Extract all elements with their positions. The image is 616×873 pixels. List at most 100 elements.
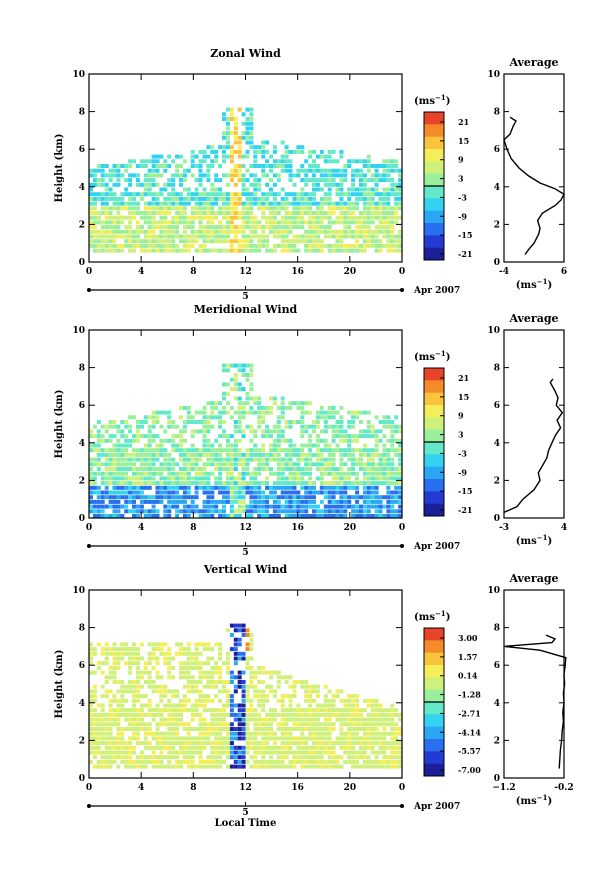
- heatmap-cells: [89, 107, 403, 253]
- colorbar-segment: [424, 714, 444, 728]
- x-tick-label: 8: [190, 523, 196, 533]
- average-x-tick: 6: [561, 267, 567, 277]
- average-y-tick: 10: [487, 326, 500, 336]
- date-marker: 5: [242, 292, 248, 302]
- y-axis-label: Height (km): [54, 134, 65, 203]
- colorbar-label: 15: [458, 136, 469, 146]
- colorbar-segment: [424, 136, 444, 150]
- x-tick-label: 20: [344, 267, 357, 277]
- colorbar-segment: [424, 112, 444, 125]
- x-tick-label: 4: [138, 523, 144, 533]
- colorbar-label: 9: [458, 155, 464, 165]
- x-tick-label: 16: [291, 267, 304, 277]
- x-tick-label: 16: [291, 783, 304, 793]
- average-profile-line: [503, 378, 564, 514]
- average-frame: [503, 329, 565, 519]
- y-tick-label: 6: [79, 661, 85, 671]
- colorbar-label: -7.00: [458, 765, 481, 775]
- x-tick-label: 20: [344, 523, 357, 533]
- colorbar-label: -3: [458, 192, 467, 202]
- colorbar-segment: [424, 235, 444, 249]
- y-axis-label: Height (km): [54, 650, 65, 719]
- y-tick-label: 4: [79, 439, 85, 449]
- average-y-tick: 10: [487, 70, 500, 80]
- average-x-tick: −1.2: [492, 783, 515, 793]
- colorbar-label: -21: [458, 249, 472, 259]
- average-y-tick: 8: [494, 624, 500, 634]
- colorbar-segment: [424, 702, 444, 715]
- y-tick-label: 0: [79, 258, 85, 268]
- average-y-tick: 4: [494, 183, 500, 193]
- average-y-tick: 2: [494, 220, 500, 230]
- colorbar-label: -4.14: [458, 727, 481, 737]
- date-marker: 5: [242, 548, 248, 558]
- x-tick-label: 0: [86, 523, 92, 533]
- average-y-tick: 6: [494, 145, 500, 155]
- colorbar-unit: (ms−1): [414, 609, 450, 623]
- average-title: Average: [508, 572, 558, 585]
- y-tick-label: 4: [79, 699, 85, 709]
- x-tick-label: 0: [86, 783, 92, 793]
- panel-title: Meridional Wind: [194, 303, 298, 316]
- colorbar-segment: [424, 124, 444, 138]
- colorbar-segment: [424, 429, 444, 443]
- average-y-tick: 4: [494, 699, 500, 709]
- colorbar-label: 0.14: [458, 671, 478, 681]
- y-tick-label: 10: [72, 586, 85, 596]
- colorbar-segment: [424, 405, 444, 418]
- x-tick-label: 20: [344, 783, 357, 793]
- average-y-tick: 0: [494, 774, 500, 784]
- colorbar-segment: [424, 173, 444, 187]
- colorbar-segment: [424, 186, 444, 199]
- colorbar-segment: [424, 392, 444, 406]
- x-tick-label: 0: [399, 523, 405, 533]
- average-y-tick: 0: [494, 258, 500, 268]
- average-y-tick: 4: [494, 439, 500, 449]
- y-tick-label: 2: [79, 476, 85, 486]
- y-tick-label: 2: [79, 736, 85, 746]
- colorbar-segment: [424, 665, 444, 678]
- colorbar-segment: [424, 223, 444, 236]
- average-x-tick: -3: [499, 523, 509, 533]
- x-tick-label: 4: [138, 267, 144, 277]
- colorbar-segment: [424, 380, 444, 394]
- y-tick-label: 8: [79, 108, 85, 118]
- colorbar-label: 3: [458, 430, 464, 440]
- colorbar-label: -2.71: [458, 708, 481, 718]
- colorbar-label: -3: [458, 448, 467, 458]
- y-tick-label: 8: [79, 624, 85, 634]
- average-x-tick: -0.2: [554, 783, 573, 793]
- colorbar-segment: [424, 368, 444, 381]
- colorbar-segment: [424, 149, 444, 162]
- colorbar-segment: [424, 726, 444, 740]
- colorbar-label: 3: [458, 174, 464, 184]
- average-x-tick: 4: [561, 523, 567, 533]
- colorbar-label: 9: [458, 411, 464, 421]
- colorbar-segment: [424, 652, 444, 666]
- colorbar-label: -1.28: [458, 690, 481, 700]
- colorbar-segment: [424, 198, 444, 212]
- colorbar-segment: [424, 479, 444, 492]
- average-profile-line: [503, 634, 567, 769]
- x-tick-label: 0: [399, 267, 405, 277]
- average-y-tick: 8: [494, 108, 500, 118]
- panel-title: Vertical Wind: [203, 563, 288, 576]
- y-tick-label: 10: [72, 326, 85, 336]
- average-x-label: (ms−1): [516, 277, 552, 291]
- colorbar-label: -21: [458, 505, 472, 515]
- colorbar-segment: [424, 161, 444, 175]
- x-tick-label: 12: [239, 523, 252, 533]
- average-y-tick: 6: [494, 401, 500, 411]
- average-y-tick: 2: [494, 476, 500, 486]
- heatmap-cells: [89, 363, 403, 518]
- colorbar-label: -9: [458, 467, 467, 477]
- colorbar-label: -9: [458, 211, 467, 221]
- x-tick-label: 12: [239, 783, 252, 793]
- colorbar-label: 3.00: [458, 633, 478, 643]
- colorbar-label: 1.57: [458, 652, 477, 662]
- average-y-tick: 0: [494, 514, 500, 524]
- y-tick-label: 0: [79, 774, 85, 784]
- average-y-tick: 8: [494, 364, 500, 374]
